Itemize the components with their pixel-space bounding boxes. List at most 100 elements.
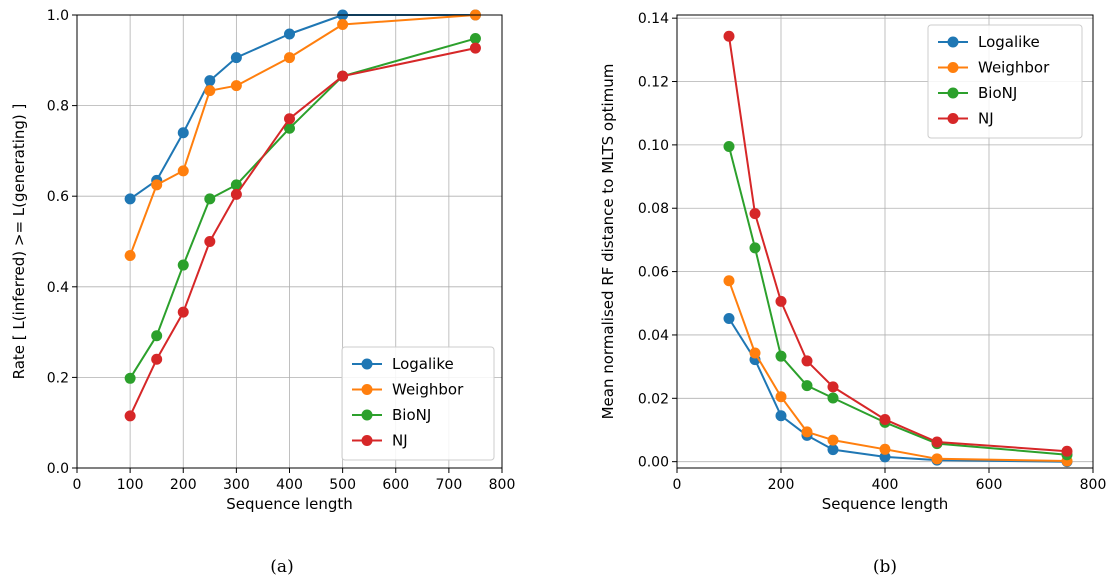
data-point-logalike: [284, 28, 295, 40]
y-tick-label: 0.02: [638, 391, 669, 407]
y-tick-label: 0.14: [638, 11, 669, 27]
data-point-nj: [124, 410, 136, 422]
chart-panel-a: 0 100 200 300 400 500 600 700 800 0.0 0.2 0.4 0.6 0.8…: [10, 8, 515, 577]
x-tick-label: 500: [329, 477, 356, 493]
y-tick-label: 0.04: [638, 328, 669, 344]
data-point-nj: [337, 70, 349, 82]
series-line-bionj: [728, 146, 1068, 456]
legend-entry: NJ: [392, 432, 408, 450]
x-tick-label: 800: [489, 477, 516, 493]
plot-frame: [76, 14, 503, 469]
series-line-logalike: [129, 14, 476, 200]
data-point-nj: [931, 436, 943, 448]
x-tick-label: 300: [223, 477, 250, 493]
x-tick-label: 600: [976, 477, 1003, 493]
legend-swatch-marker: [361, 435, 373, 446]
data-point-logalike: [775, 410, 787, 422]
data-point-bionj: [124, 372, 136, 384]
data-point-logalike: [723, 312, 735, 324]
data-point-nj: [230, 188, 242, 200]
data-point-bionj: [284, 122, 295, 134]
x-axis-label: Sequence length: [226, 495, 353, 513]
legend-entry: BioNJ: [392, 406, 431, 424]
data-point-bionj: [827, 392, 839, 404]
legend-entry: NJ: [978, 110, 994, 128]
data-point-nj: [749, 208, 761, 220]
data-point-nj: [177, 306, 189, 318]
data-point-weighbor: [723, 275, 735, 287]
data-point-bionj: [775, 350, 787, 362]
x-tick-label: 200: [768, 477, 795, 493]
data-point-bionj: [801, 380, 813, 392]
data-point-weighbor: [124, 250, 136, 262]
data-point-bionj: [749, 242, 761, 254]
y-axis-label: Rate [ L(inferred) >= L(generating) ]: [10, 104, 28, 380]
y-tick-label: 0.00: [638, 455, 669, 471]
data-point-bionj: [151, 330, 163, 342]
legend-swatch-marker: [361, 409, 373, 421]
data-point-logalike: [204, 75, 216, 87]
data-point-nj: [827, 381, 839, 393]
data-point-bionj: [230, 179, 242, 191]
data-point-nj: [801, 355, 813, 367]
data-point-logalike: [230, 52, 242, 64]
plot-frame: [676, 14, 1094, 469]
x-axis-label: Sequence length: [822, 495, 949, 513]
data-point-weighbor: [775, 391, 787, 403]
legend-swatch-marker: [361, 384, 373, 395]
data-point-nj: [469, 42, 481, 54]
y-tick-label: 0.08: [638, 201, 669, 217]
y-tick-label: 0.06: [638, 265, 669, 281]
y-tick-label: 0.0: [47, 461, 69, 477]
x-tick-label: 0: [73, 477, 82, 493]
data-point-weighbor: [204, 85, 216, 97]
data-point-nj: [1061, 445, 1073, 457]
series-line-logalike: [728, 317, 1068, 463]
data-point-bionj: [469, 33, 481, 45]
y-tick-label: 0.10: [638, 138, 669, 154]
y-tick-label: 0.4: [47, 280, 69, 296]
legend-entry: Weighbor: [978, 59, 1050, 77]
data-point-logalike: [827, 444, 839, 456]
data-point-weighbor: [177, 165, 189, 177]
x-tick-label: 700: [436, 477, 463, 493]
series-line-bionj: [129, 37, 476, 379]
series-line-nj: [129, 47, 476, 417]
data-point-weighbor: [151, 179, 163, 191]
x-tick-label: 0: [673, 477, 682, 493]
x-tick-label: 800: [1080, 477, 1107, 493]
legend-entry: Weighbor: [392, 381, 464, 399]
legend-swatch-marker: [947, 62, 959, 73]
data-point-weighbor: [337, 19, 349, 31]
data-point-logalike: [879, 451, 891, 463]
x-tick-label: 600: [382, 477, 409, 493]
data-point-logalike: [177, 127, 189, 139]
data-point-nj: [204, 236, 216, 247]
data-point-nj: [723, 30, 735, 42]
data-point-weighbor: [230, 80, 242, 92]
x-tick-label: 400: [872, 477, 899, 493]
y-tick-label: 1.0: [47, 8, 69, 24]
y-tick-label: 0.8: [47, 99, 69, 115]
legend-box: [927, 24, 1083, 139]
y-tick-label: 0.2: [47, 370, 69, 386]
y-axis-label: Mean normalised RF distance to MLTS opti…: [599, 64, 617, 420]
legend-entry: BioNJ: [978, 84, 1017, 102]
data-point-logalike: [124, 193, 136, 205]
data-point-weighbor: [801, 426, 813, 438]
legend-swatch-marker: [947, 87, 959, 99]
data-point-weighbor: [749, 347, 761, 359]
x-tick-label: 200: [170, 477, 197, 493]
data-point-bionj: [177, 259, 189, 271]
data-point-weighbor: [931, 453, 943, 465]
data-point-bionj: [723, 140, 735, 152]
data-point-nj: [879, 414, 891, 426]
x-tick-label: 100: [117, 477, 144, 493]
legend-entry: Logalike: [978, 33, 1040, 51]
data-point-weighbor: [827, 434, 839, 446]
figure-caption: (b): [873, 557, 897, 577]
legend-swatch-marker: [947, 36, 959, 48]
legend-entry: Logalike: [392, 355, 454, 373]
data-point-bionj: [204, 193, 216, 205]
